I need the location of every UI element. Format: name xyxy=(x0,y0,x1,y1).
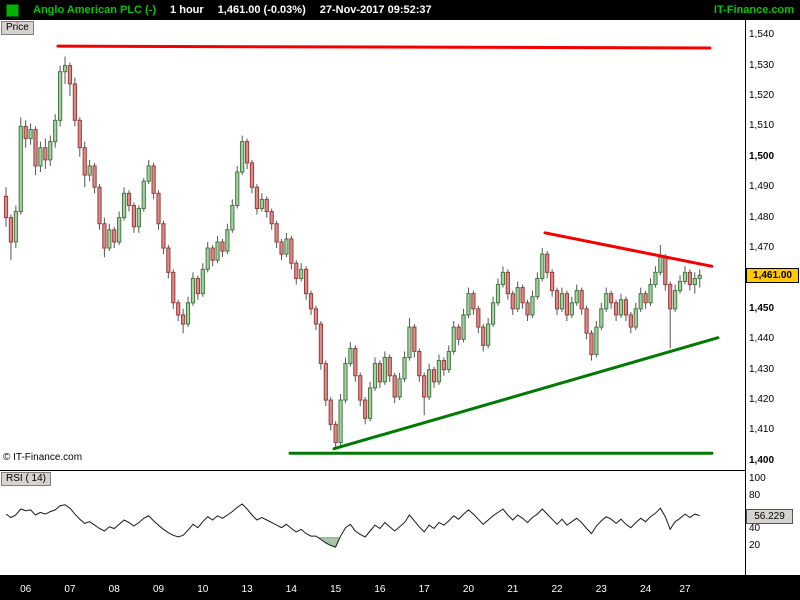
time-label: 10 xyxy=(197,584,209,595)
time-label: 09 xyxy=(152,584,165,595)
rsi-tick: 80 xyxy=(749,489,761,501)
candle-wicks xyxy=(5,56,701,449)
price-tick: 1,510 xyxy=(749,120,775,132)
price-tick: 1,450 xyxy=(749,302,775,314)
price-chart[interactable] xyxy=(0,20,745,470)
resistance-line xyxy=(56,44,712,50)
rsi-tick: 100 xyxy=(749,472,766,484)
price-tick: 1,480 xyxy=(749,211,775,223)
price-tick: 1,490 xyxy=(749,181,775,193)
descending-trendline xyxy=(543,231,714,268)
time-label: 24 xyxy=(640,584,652,595)
datetime-label: 27-Nov-2017 09:52:37 xyxy=(319,4,432,16)
price-tick: 1,530 xyxy=(749,59,775,71)
time-label: 22 xyxy=(551,584,563,595)
price-tick: 1,520 xyxy=(749,90,775,101)
time-label: 20 xyxy=(462,584,475,595)
time-label: 23 xyxy=(595,584,607,595)
ascending-trendline xyxy=(332,336,720,451)
time-label: 16 xyxy=(374,584,386,595)
rsi-chart[interactable] xyxy=(0,470,745,575)
time-label: 21 xyxy=(507,584,519,595)
rsi-value-flag: 56.229 xyxy=(746,508,793,524)
time-label: 15 xyxy=(330,584,342,595)
price-pane-tab[interactable]: Price xyxy=(1,21,34,35)
time-label: 14 xyxy=(285,584,297,595)
time-label: 17 xyxy=(418,584,430,595)
price-tick: 1,470 xyxy=(749,242,775,254)
time-axis[interactable]: 06 07 08 09 10 13 14 15 16 17 20 21 22 23 24 27 xyxy=(0,575,800,600)
timeframe-label: 1 hour xyxy=(170,4,204,16)
time-label: 06 xyxy=(20,584,32,595)
title-bar: Anglo American PLC (-) 1 hour 1,461.00 (… xyxy=(0,0,800,20)
copyright-label: © IT-Finance.com xyxy=(3,452,83,463)
price-tick: 1,500 xyxy=(749,150,775,162)
price-axis[interactable] xyxy=(745,20,800,575)
rsi-tick: 40 xyxy=(749,523,761,535)
instrument-name: Anglo American PLC (-) xyxy=(33,4,157,16)
last-price-change: 1,461.00 (-0.03%) xyxy=(217,4,306,16)
app-icon xyxy=(6,3,19,17)
time-label: 13 xyxy=(241,584,253,595)
price-tick: 1,410 xyxy=(749,424,775,436)
rsi-tick: 20 xyxy=(749,540,761,552)
price-tick: 1,540 xyxy=(749,29,775,41)
price-tick: 1,440 xyxy=(749,333,775,345)
current-price-flag: 1,461.00 xyxy=(746,268,799,284)
trend-lines[interactable] xyxy=(56,44,720,455)
time-label: 27 xyxy=(679,584,691,595)
rsi-line xyxy=(5,503,700,548)
time-label: 08 xyxy=(108,584,120,595)
price-tick: 1,400 xyxy=(749,454,775,466)
price-tick: 1,430 xyxy=(749,363,775,375)
price-tick: 1,420 xyxy=(749,394,775,406)
candle-bodies xyxy=(3,65,702,444)
time-label: 07 xyxy=(64,584,76,595)
rsi-pane-tab[interactable]: RSI ( 14) xyxy=(1,472,52,486)
brand-label: IT-Finance.com xyxy=(713,4,794,16)
